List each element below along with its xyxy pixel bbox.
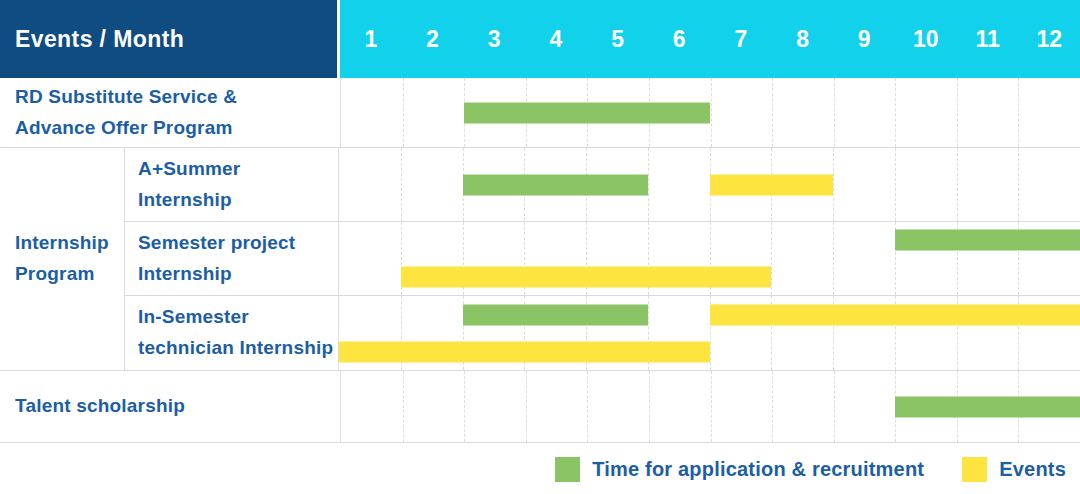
row-label: Talent scholarship — [0, 371, 340, 442]
month-label-5: 5 — [587, 0, 649, 78]
bar-lane-1 — [339, 259, 1080, 296]
chart-cell-row-3 — [338, 296, 1080, 370]
month-label-9: 9 — [833, 0, 895, 78]
schedule-row-3: In-Semester technician Internship — [125, 296, 1080, 370]
gantt-bar-green — [463, 174, 648, 195]
month-label-3: 3 — [463, 0, 525, 78]
legend-label: Time for application & recruitment — [592, 458, 924, 481]
gantt-bar-green — [895, 396, 1080, 417]
month-label-12: 12 — [1018, 0, 1080, 78]
bar-lane-0 — [339, 222, 1080, 259]
bar-lane-0 — [341, 78, 1080, 147]
table-header: Events / Month 123456789101112 — [0, 0, 1080, 78]
legend: Time for application & recruitment Events — [0, 443, 1080, 494]
chart-cell-row-1 — [338, 148, 1080, 221]
month-header-row: 123456789101112 — [340, 0, 1080, 78]
month-label-1: 1 — [340, 0, 402, 78]
gantt-bar-yellow — [710, 174, 834, 195]
events-month-header-label: Events / Month — [15, 26, 184, 53]
legend-item-green: Time for application & recruitment — [555, 457, 924, 482]
gantt-bar-yellow — [710, 304, 1080, 325]
events-month-header-cell: Events / Month — [0, 0, 340, 78]
row-label: Semester project Internship — [125, 222, 338, 295]
legend-label: Events — [999, 458, 1066, 481]
month-label-7: 7 — [710, 0, 772, 78]
gantt-bar-yellow — [401, 266, 772, 287]
bar-lane-0 — [339, 296, 1080, 333]
gantt-bar-green — [464, 102, 710, 123]
bar-lane-0 — [341, 371, 1080, 442]
month-label-8: 8 — [772, 0, 834, 78]
events-month-schedule: Events / Month 123456789101112 RD Substi… — [0, 0, 1080, 494]
schedule-body: RD Substitute Service & Advance Offer Pr… — [0, 78, 1080, 443]
month-label-2: 2 — [402, 0, 464, 78]
row-label: RD Substitute Service & Advance Offer Pr… — [0, 78, 340, 147]
month-label-10: 10 — [895, 0, 957, 78]
gantt-bar-green — [463, 304, 648, 325]
gantt-bar-yellow — [339, 341, 710, 362]
group-label: Internship Program — [0, 148, 124, 370]
schedule-row-4: Talent scholarship — [0, 371, 1080, 443]
month-label-11: 11 — [957, 0, 1019, 78]
month-label-6: 6 — [648, 0, 710, 78]
gantt-bar-green — [895, 230, 1080, 251]
group-rows: A+Summer InternshipSemester project Inte… — [124, 148, 1080, 370]
internship-program-group: Internship ProgramA+Summer InternshipSem… — [0, 148, 1080, 371]
legend-swatch-green — [555, 457, 580, 482]
row-label: A+Summer Internship — [125, 148, 338, 221]
chart-cell-row-0 — [340, 78, 1080, 147]
chart-cell-row-4 — [340, 371, 1080, 442]
chart-cell-row-2 — [338, 222, 1080, 295]
schedule-row-0: RD Substitute Service & Advance Offer Pr… — [0, 78, 1080, 148]
legend-item-yellow: Events — [962, 457, 1066, 482]
legend-swatch-yellow — [962, 457, 987, 482]
bar-lane-1 — [339, 333, 1080, 370]
schedule-row-2: Semester project Internship — [125, 222, 1080, 296]
schedule-row-1: A+Summer Internship — [125, 148, 1080, 222]
row-label: In-Semester technician Internship — [125, 296, 338, 370]
month-label-4: 4 — [525, 0, 587, 78]
bar-lane-0 — [339, 148, 1080, 221]
